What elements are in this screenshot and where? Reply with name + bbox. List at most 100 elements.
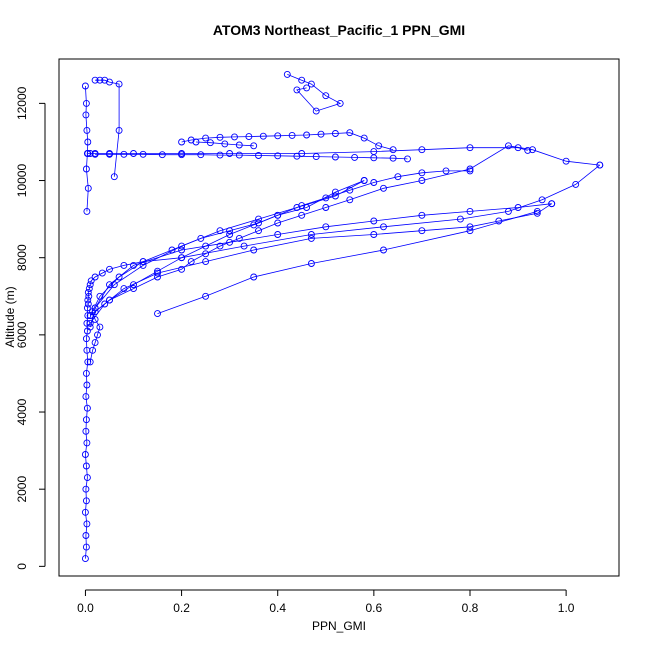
data-point: [101, 300, 109, 308]
series-line: [87, 147, 528, 154]
series-points: [81, 70, 604, 563]
data-point: [312, 153, 320, 161]
data-point: [548, 200, 556, 208]
data-point: [495, 217, 503, 225]
data-point: [418, 146, 426, 154]
series-line: [95, 79, 120, 177]
data-point: [139, 261, 147, 269]
data-point: [84, 184, 92, 192]
data-point: [85, 292, 93, 300]
data-point: [303, 84, 311, 92]
series-line: [89, 170, 470, 316]
data-point: [235, 141, 243, 149]
x-tick-label: 0.2: [173, 601, 190, 615]
data-point: [418, 211, 426, 219]
data-point: [168, 246, 176, 254]
data-point: [466, 167, 474, 175]
data-point: [81, 555, 89, 563]
data-point: [202, 258, 210, 266]
data-point: [83, 207, 91, 215]
y-tick-label: 8000: [15, 244, 29, 271]
data-point: [283, 70, 291, 78]
data-point: [82, 99, 90, 107]
data-point: [288, 131, 296, 139]
data-point: [298, 150, 306, 157]
data-point: [307, 231, 315, 238]
data-point: [120, 285, 128, 293]
data-point: [331, 153, 339, 161]
y-tick-label: 6000: [15, 321, 29, 348]
data-point: [504, 207, 512, 215]
data-point: [514, 144, 522, 152]
data-point: [83, 474, 91, 482]
data-point: [370, 217, 378, 225]
data-point: [106, 296, 113, 304]
data-point: [572, 180, 580, 188]
data-point: [317, 130, 325, 138]
data-point: [331, 188, 339, 196]
data-point: [235, 234, 243, 242]
data-point: [178, 265, 186, 273]
data-point: [322, 194, 330, 202]
data-point: [82, 543, 90, 551]
plot-frame: [58, 58, 620, 577]
data-point: [206, 139, 214, 147]
data-point: [84, 300, 92, 308]
series-line: [94, 203, 552, 309]
data-point: [86, 281, 94, 289]
data-point: [83, 404, 91, 412]
data-point: [130, 261, 137, 269]
data-point: [216, 133, 224, 141]
data-point: [202, 292, 210, 300]
series-line: [195, 141, 254, 147]
data-point: [346, 129, 354, 137]
data-point: [331, 130, 339, 137]
data-point: [533, 207, 541, 215]
data-point: [202, 134, 210, 142]
data-point: [346, 186, 354, 194]
data-point: [139, 258, 147, 266]
y-tick-label: 0: [15, 563, 29, 570]
data-point: [91, 315, 99, 323]
data-point: [202, 250, 210, 258]
data-point: [298, 202, 306, 210]
data-point: [538, 196, 546, 204]
data-point: [86, 323, 94, 331]
data-point: [101, 76, 109, 84]
data-point: [255, 152, 262, 159]
data-point: [115, 80, 123, 88]
data-point: [351, 153, 359, 161]
data-point: [380, 223, 387, 231]
data-point: [197, 151, 205, 159]
data-point: [82, 462, 90, 470]
data-point: [235, 151, 243, 159]
data-point: [192, 138, 200, 146]
data-point: [529, 146, 536, 154]
data-point: [226, 231, 234, 238]
data-point: [322, 92, 330, 100]
y-axis-label: Altitude (m): [3, 286, 17, 347]
data-point: [154, 310, 161, 318]
data-point: [91, 273, 99, 281]
data-point: [322, 223, 330, 231]
data-point: [370, 179, 378, 186]
data-point: [533, 209, 541, 217]
data-point: [226, 238, 234, 246]
data-point: [298, 76, 306, 84]
data-point: [360, 134, 368, 142]
data-point: [307, 234, 315, 242]
data-point: [110, 173, 118, 181]
data-point: [250, 142, 258, 150]
data-point: [120, 261, 128, 269]
data-point: [91, 339, 99, 347]
x-tick-label: 0.0: [77, 601, 94, 615]
data-point: [154, 269, 161, 277]
data-point: [370, 148, 378, 156]
data-point: [130, 281, 137, 289]
data-point: [106, 265, 113, 273]
data-point: [98, 269, 106, 277]
data-point: [96, 76, 104, 84]
data-point: [87, 277, 95, 285]
data-point: [96, 323, 104, 331]
